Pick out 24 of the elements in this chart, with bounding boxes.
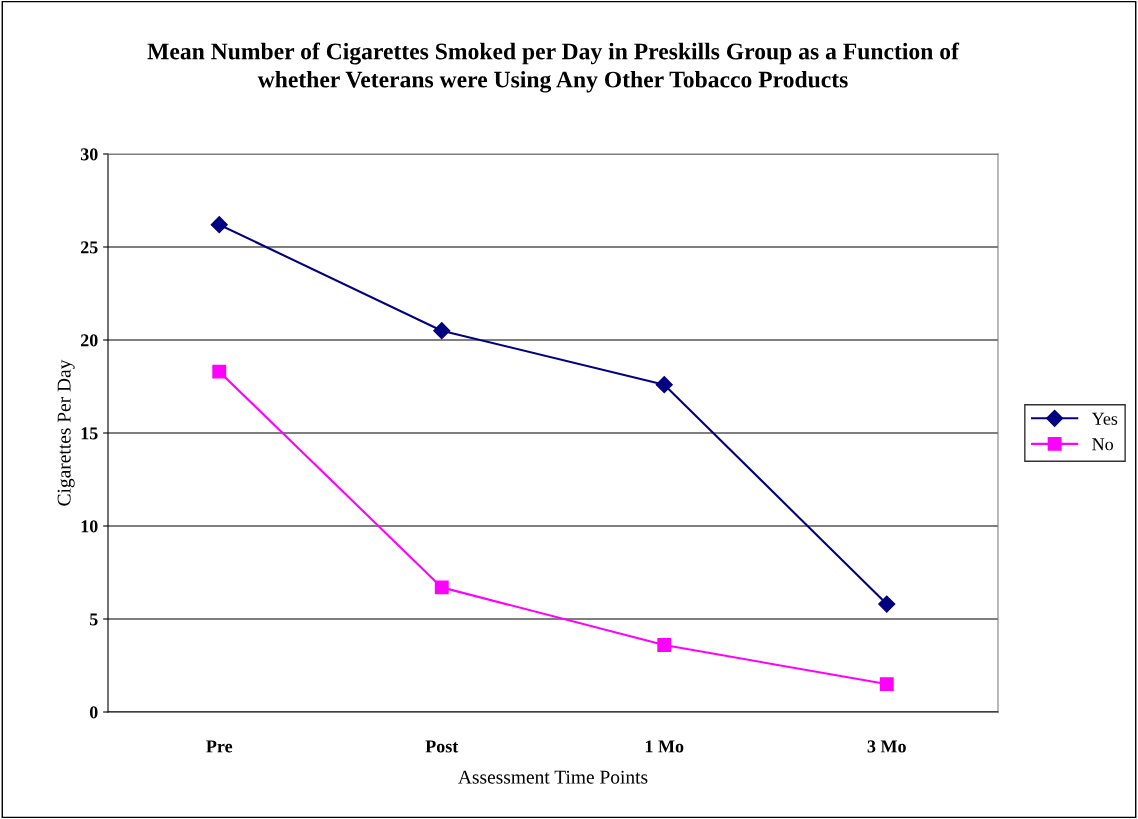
point <box>657 638 672 652</box>
point <box>433 322 451 340</box>
y-tick-label: 15 <box>81 427 98 440</box>
x-tick-label: Post <box>425 740 459 753</box>
point <box>434 580 449 595</box>
y-tick-label: 5 <box>89 613 98 626</box>
point <box>878 595 896 613</box>
y-tick-label: 20 <box>80 334 98 347</box>
x-tick-label: Pre <box>206 740 233 753</box>
y-tick-label: 30 <box>80 148 98 161</box>
y-tick-label: 25 <box>80 241 98 254</box>
chart-title: Mean Number of Cigarettes Smoked per Day in Preskills Group as a Function of whether Veterans were Using Any Other Tobacco Products <box>147 42 960 93</box>
point <box>879 677 894 692</box>
x-tick-label: 3 Mo <box>867 740 906 753</box>
point <box>655 376 673 394</box>
x-tick-label: 1 Mo <box>645 740 684 753</box>
legend-label: No <box>1092 438 1114 451</box>
y-tick-label: 0 <box>89 706 98 719</box>
point <box>212 364 227 379</box>
y-axis-title: Cigarettes Per Day <box>57 359 75 506</box>
y-tick-label: 10 <box>81 520 98 533</box>
x-axis-title: Assessment Time Points <box>458 770 648 784</box>
legend-label: Yes <box>1091 412 1118 425</box>
point <box>210 216 228 234</box>
